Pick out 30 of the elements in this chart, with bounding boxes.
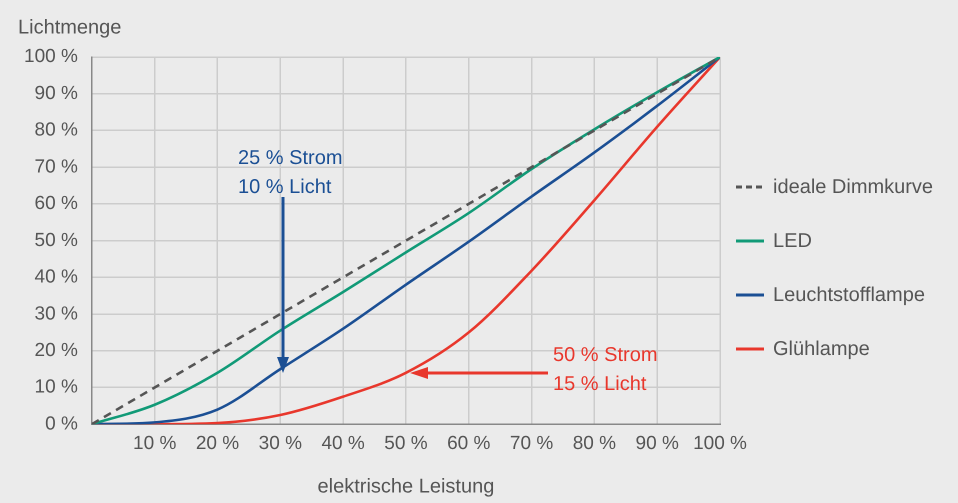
y-tick-label: 30 % [34,303,78,324]
y-tick-label: 50 % [34,230,78,251]
x-tick-label: 40 % [321,432,365,454]
x-axis-title: elektrische Leistung [318,476,494,498]
legend-label: Glühlampe [773,338,870,360]
y-tick-label: 70 % [34,156,78,178]
y-tick-label: 0 % [45,413,78,434]
x-tick-label: 50 % [384,432,428,454]
x-tick-label: 100 % [693,432,748,454]
x-tick-label: 80 % [572,432,616,454]
y-tick-label: 90 % [34,82,78,104]
y-tick-label: 20 % [34,340,78,361]
y-tick-label: 60 % [34,193,78,214]
x-tick-label: 60 % [447,432,491,454]
x-tick-label: 20 % [196,432,240,454]
x-tick-label: 30 % [258,432,302,454]
y-tick-label: 80 % [34,120,78,141]
y-tick-label: 40 % [34,266,78,288]
x-tick-label: 90 % [636,432,679,454]
annotation: 50 % Strom 15 % Licht [553,343,658,397]
line-series [92,57,720,424]
x-tick-label: 10 % [133,432,176,454]
x-tick-label: 70 % [510,432,554,454]
legend-label: Leuchtstofflampe [773,284,925,306]
legend-label: ideale Dimmkurve [773,176,934,198]
y-tick-label: 100 % [24,46,78,68]
legend-label: LED [773,230,812,252]
y-axis-title: Lichtmenge [18,16,122,39]
annotation: 25 % Strom 10 % Licht [238,146,342,200]
y-tick-label: 10 % [34,376,78,398]
